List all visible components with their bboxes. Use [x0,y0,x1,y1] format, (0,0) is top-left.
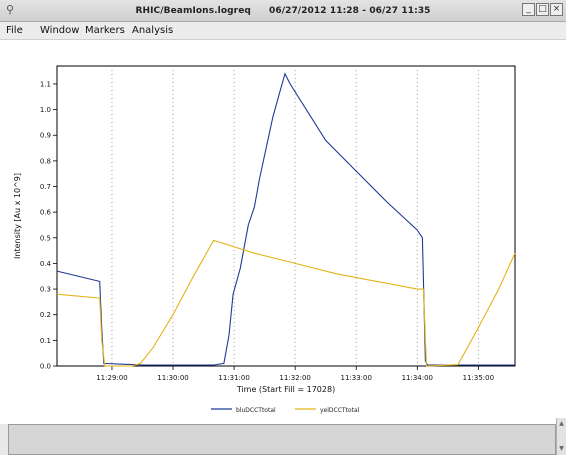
y-tick-label: 0.8 [40,157,51,165]
y-tick-label: 0.0 [40,363,51,371]
y-tick-label: 0.2 [40,311,51,319]
legend-label-yel: yelDCCTtotal [320,407,360,414]
y-axis-label: Intensity [Au x 10^9] [13,173,22,259]
legend: bluDCCTtotal yelDCCTtotal [211,407,360,414]
maximize-icon[interactable]: □ [536,3,549,16]
menu-window[interactable]: Window [40,25,80,36]
x-tick-label: 11:35:00 [463,374,494,382]
y-tick-label: 0.7 [40,183,51,191]
y-tick-label: 0.4 [40,260,52,268]
y-tick-label: 0.9 [40,132,51,140]
plot-panel: 0.0 0.1 0.2 0.3 0.4 0.5 0.6 0.7 0.8 0.9 1.0 1.1 11:… [0,40,566,424]
y-tick-label: 0.1 [40,337,51,345]
legend-label-blu: bluDCCTtotal [236,407,276,414]
minimize-icon[interactable]: _ [522,3,535,16]
bottom-panel [8,424,556,455]
menu-analysis[interactable]: Analysis [132,25,174,36]
window-controls: _ □ × [522,3,563,16]
chart-app-icon[interactable]: ⚲ [5,3,15,16]
x-tick-label: 11:29:00 [96,374,127,382]
window-title: RHIC/BeamIons.logreq 06/27/2012 11:28 - 0… [0,0,566,22]
x-tick-label: 11:34:00 [402,374,433,382]
intensity-chart[interactable]: 0.0 0.1 0.2 0.3 0.4 0.5 0.6 0.7 0.8 0.9 1.0 1.1 11:… [0,40,566,424]
series-line-bluDCCTtotal [56,72,515,366]
y-tick-label: 0.6 [40,209,52,217]
scroll-up-icon[interactable]: ▲ [559,420,564,427]
window-title-app: RHIC/BeamIons.logreq [135,6,251,16]
menu-markers[interactable]: Markers [85,25,125,36]
x-tick-label: 11:33:00 [341,374,372,382]
window-title-range: 06/27/2012 11:28 - 06/27 11:35 [268,6,431,16]
close-icon[interactable]: × [550,3,563,16]
scroll-down-icon[interactable]: ▼ [559,445,564,452]
vertical-scrollbar[interactable]: ▲ ▼ [556,418,566,455]
x-tick-label: 11:30:00 [157,374,188,382]
menu-bar: File Window Markers Analysis [0,22,566,40]
window-titlebar: ⚲ RHIC/BeamIons.logreq 06/27/2012 11:28 -… [0,0,566,22]
x-axis-label: Time (Start Fill = 17028) [236,385,335,394]
y-tick-label: 1.0 [40,106,51,114]
x-tick-label: 11:31:00 [218,374,249,382]
y-tick-label: 0.3 [40,286,51,294]
y-tick-label: 1.1 [40,80,51,88]
plot-area [56,65,516,367]
series-line-yelDCCTtotal [56,239,516,367]
y-tick-label: 0.5 [40,234,51,242]
menu-file[interactable]: File [6,25,23,36]
x-tick-label: 11:32:00 [279,374,310,382]
